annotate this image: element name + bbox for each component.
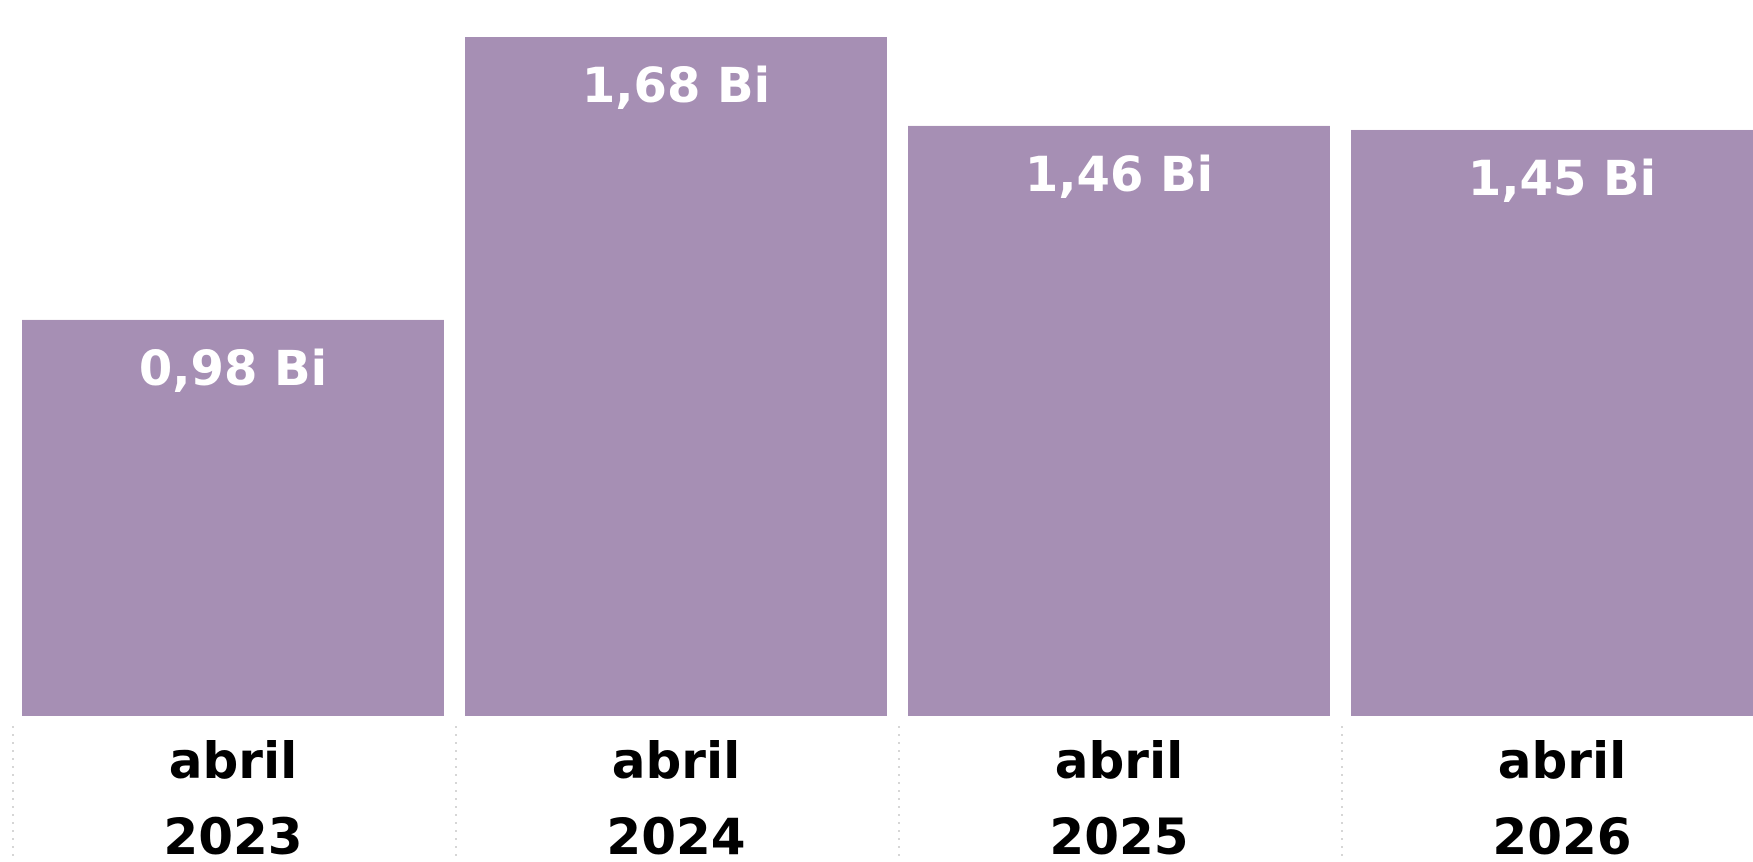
category-label-year: 2024 [606, 808, 745, 862]
data-label: 1,45 Bi [1468, 151, 1656, 207]
bar[interactable] [22, 319, 444, 716]
value-labels: 0,98 Bi 1,68 Bi 1,46 Bi 1,45 Bi [139, 58, 1656, 397]
data-label: 1,68 Bi [582, 58, 770, 114]
data-label: 0,98 Bi [139, 341, 327, 397]
category-separators [12, 726, 1343, 862]
bar[interactable] [465, 37, 887, 716]
category-label-year: 2023 [163, 808, 302, 862]
category-label-month: abril [612, 732, 740, 790]
data-label: 1,46 Bi [1025, 147, 1213, 203]
bar[interactable] [908, 125, 1330, 716]
category-labels: abril 2023 abril 2024 abril 2025 abril 2026 [163, 732, 1631, 862]
category-label-month: abril [169, 732, 297, 790]
category-label-month: abril [1055, 732, 1183, 790]
bar[interactable] [1351, 129, 1753, 717]
category-label-year: 2026 [1492, 808, 1631, 862]
bars [22, 37, 1753, 717]
category-label-month: abril [1498, 732, 1626, 790]
category-label-year: 2025 [1049, 808, 1188, 862]
